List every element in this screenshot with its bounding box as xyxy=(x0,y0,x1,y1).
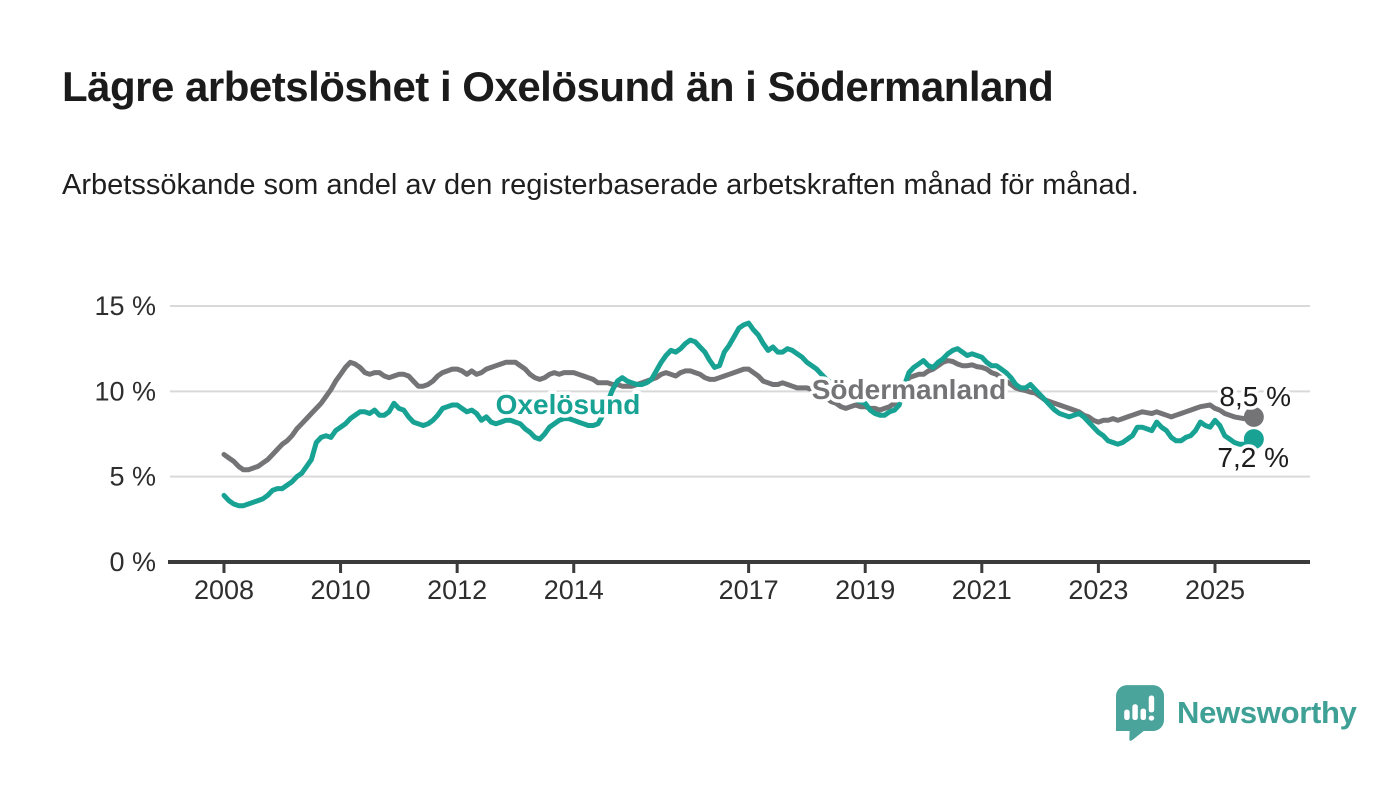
x-axis-tick-label: 2021 xyxy=(952,575,1012,605)
page-title: Lägre arbetslöshet i Oxelösund än i Söde… xyxy=(62,63,1054,110)
newsworthy-logo-text: Newsworthy xyxy=(1177,695,1357,730)
newsworthy-logo: Newsworthy xyxy=(1116,684,1357,742)
y-axis-tick-label: 10 % xyxy=(94,376,156,406)
series-end-dot-södermanland xyxy=(1243,406,1264,427)
x-axis-tick-label: 2008 xyxy=(194,575,254,605)
x-axis-tick-label: 2010 xyxy=(311,575,371,605)
x-axis-tick-label: 2012 xyxy=(427,575,487,605)
chart-subtitle: Arbetssökande som andel av den registerb… xyxy=(62,169,1139,201)
y-axis-tick-label: 0 % xyxy=(109,547,156,577)
x-axis-tick-label: 2025 xyxy=(1185,575,1245,605)
series-label-oxelösund: Oxelösund xyxy=(496,389,641,420)
series-end-value-label-södermanland: 8,5 % xyxy=(1219,381,1291,412)
series-end-dot-oxelösund xyxy=(1243,429,1264,450)
x-axis-tick-label: 2014 xyxy=(544,575,604,605)
x-axis-tick-label: 2019 xyxy=(835,575,895,605)
series-label-södermanland: Södermanland xyxy=(812,374,1006,405)
newsworthy-logo-icon xyxy=(1116,684,1164,741)
series-line-oxelösund xyxy=(221,320,1257,509)
series-end-value-label-oxelösund: 7,2 % xyxy=(1217,442,1289,473)
x-axis-tick-label: 2017 xyxy=(719,575,779,605)
x-axis-tick-label: 2023 xyxy=(1068,575,1128,605)
y-axis-tick-label: 5 % xyxy=(109,462,156,492)
y-axis-tick-label: 15 % xyxy=(94,291,156,321)
